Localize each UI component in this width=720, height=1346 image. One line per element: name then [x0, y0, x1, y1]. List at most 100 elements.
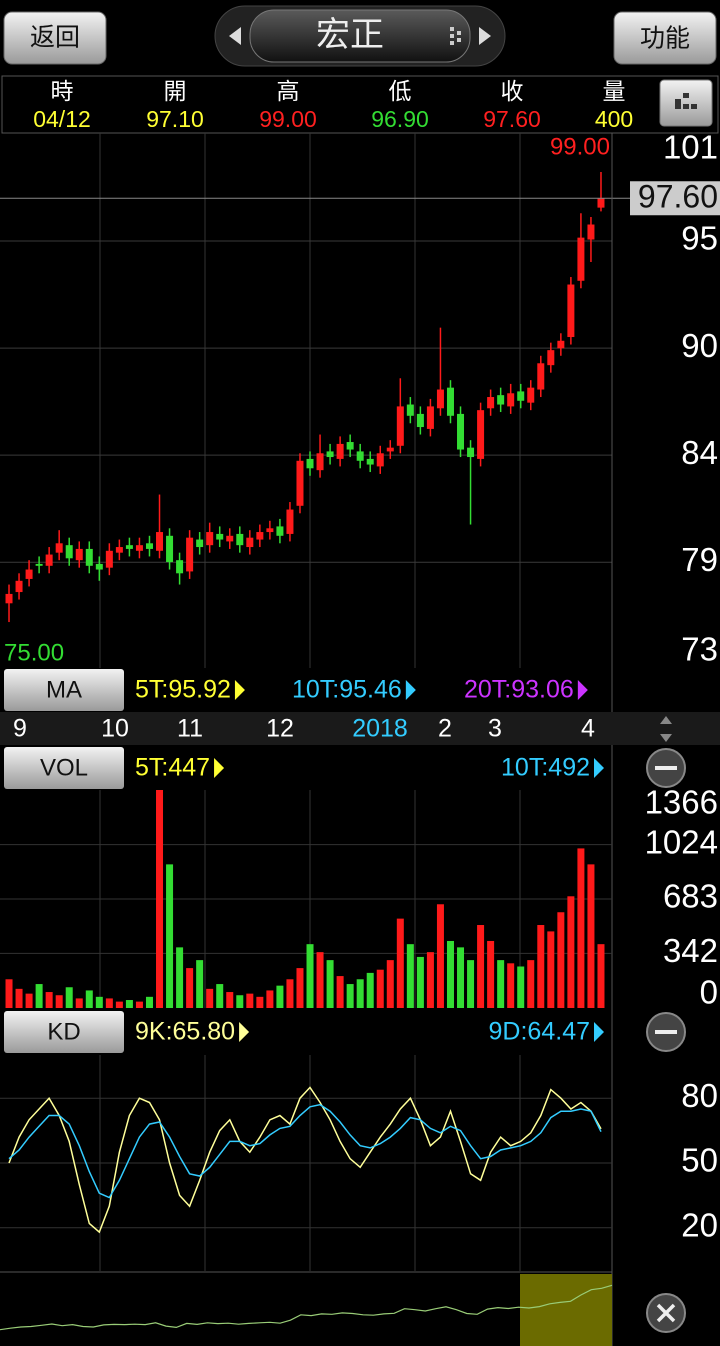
quote-value: 97.10: [146, 106, 204, 132]
candle-body: [316, 453, 324, 471]
indicator-button[interactable]: [4, 669, 124, 711]
back-button[interactable]: 返回: [3, 11, 107, 65]
candle-body: [426, 406, 434, 429]
more-button[interactable]: [659, 79, 713, 127]
indicator-label[interactable]: KD: [47, 1018, 80, 1045]
quote-label: 時: [51, 78, 74, 104]
indicator-label[interactable]: MA: [46, 676, 82, 703]
volume-bar: [487, 940, 495, 1008]
x-tick-label: 11: [177, 715, 203, 743]
x-tick-label: 2: [438, 715, 452, 743]
grip: [450, 27, 461, 45]
candle-body: [356, 451, 364, 461]
indicator-legend: 9K:65.80: [135, 1018, 235, 1046]
volume-bar: [406, 944, 414, 1008]
y-tick-label: 73: [681, 631, 718, 668]
candle-body: [55, 543, 63, 553]
candle-body: [517, 391, 525, 401]
indicator-button[interactable]: [4, 747, 124, 789]
volume-bar: [85, 990, 93, 1008]
volume-bar: [176, 947, 184, 1008]
candle-body: [145, 543, 153, 549]
quote-value: 97.60: [483, 106, 541, 132]
legend-arrow: [239, 1022, 250, 1042]
volume-bar: [346, 984, 354, 1008]
prev-arrow[interactable]: [229, 27, 241, 45]
candle-body: [376, 453, 384, 467]
menu-button[interactable]: 功能: [613, 11, 717, 65]
candle-body: [196, 539, 204, 548]
volume-bar: [276, 985, 284, 1008]
candle-body: [75, 548, 83, 561]
candle-body: [436, 389, 444, 409]
next-arrow[interactable]: [479, 27, 491, 45]
volume-bar: [35, 984, 43, 1008]
volume-bar: [316, 952, 324, 1008]
candle-body: [567, 284, 575, 338]
quote-label: 收: [501, 78, 524, 104]
volume-bar: [125, 1000, 133, 1008]
candle-body: [547, 350, 555, 366]
legend-arrow: [234, 680, 245, 700]
candle-body: [276, 526, 284, 536]
x-tick-label: 10: [101, 715, 129, 743]
quote-row: [1, 75, 719, 134]
back-button-bg[interactable]: [3, 11, 107, 65]
volume-bar: [186, 968, 194, 1008]
volume-bar: [115, 1001, 123, 1008]
indicator-label[interactable]: VOL: [40, 754, 88, 781]
volume-bar: [507, 963, 515, 1008]
volume-bar: [396, 918, 404, 1008]
candle-body: [406, 404, 414, 416]
candle-body: [246, 537, 254, 548]
y-tick-label: 90: [681, 327, 718, 364]
indicator-row: VOL 5T:447 10T:492: [4, 747, 604, 789]
y-tick-label: 79: [681, 541, 718, 578]
title-box[interactable]: [249, 9, 471, 63]
volume-bar: [105, 998, 113, 1008]
legend-arrow: [594, 758, 604, 778]
volume-bar: [336, 976, 344, 1008]
candle-body: [186, 537, 194, 572]
volume-bar: [517, 966, 525, 1008]
volume-bar: [65, 987, 73, 1008]
more-button-bg[interactable]: [659, 79, 713, 127]
close-icon: [656, 1303, 676, 1323]
max-price-label: 99.00: [550, 133, 610, 160]
candle-body: [467, 447, 475, 458]
candle-body: [266, 528, 274, 533]
volume-bar: [567, 896, 575, 1008]
candle-body: [366, 458, 374, 465]
back-label[interactable]: 返回: [30, 24, 80, 52]
volume-bar: [416, 956, 424, 1008]
volume-bar: [356, 979, 364, 1008]
volume-bar: [266, 990, 274, 1008]
y-tick-label: 80: [681, 1077, 718, 1114]
menu-label[interactable]: 功能: [640, 25, 690, 53]
candle-body: [537, 363, 545, 390]
candle-body: [216, 533, 224, 540]
candle-body: [527, 387, 535, 403]
candle-body: [65, 545, 73, 559]
volume-bar: [95, 996, 103, 1008]
volume-bar: [587, 864, 595, 1008]
menu-button-bg[interactable]: [613, 11, 717, 65]
legend-arrow: [594, 1022, 604, 1042]
volume-bar: [166, 864, 174, 1008]
candle-body: [326, 451, 334, 458]
candle-body: [587, 224, 595, 240]
candle-body: [286, 509, 294, 534]
x-tick-label: 9: [13, 715, 27, 743]
candle-body: [226, 535, 234, 542]
indicator-legend: 9D:64.47: [489, 1018, 590, 1046]
indicator-button[interactable]: [4, 1011, 124, 1053]
volume-bar: [326, 960, 334, 1008]
quote-label: 量: [603, 78, 626, 104]
indicator-legend: 5T:447: [135, 754, 210, 782]
collapse-icon: [655, 766, 677, 770]
resize-icon: [660, 716, 672, 724]
candle-body: [166, 535, 174, 563]
candle-body: [156, 532, 164, 551]
volume-bar: [25, 993, 33, 1008]
volume-bar: [446, 940, 454, 1008]
